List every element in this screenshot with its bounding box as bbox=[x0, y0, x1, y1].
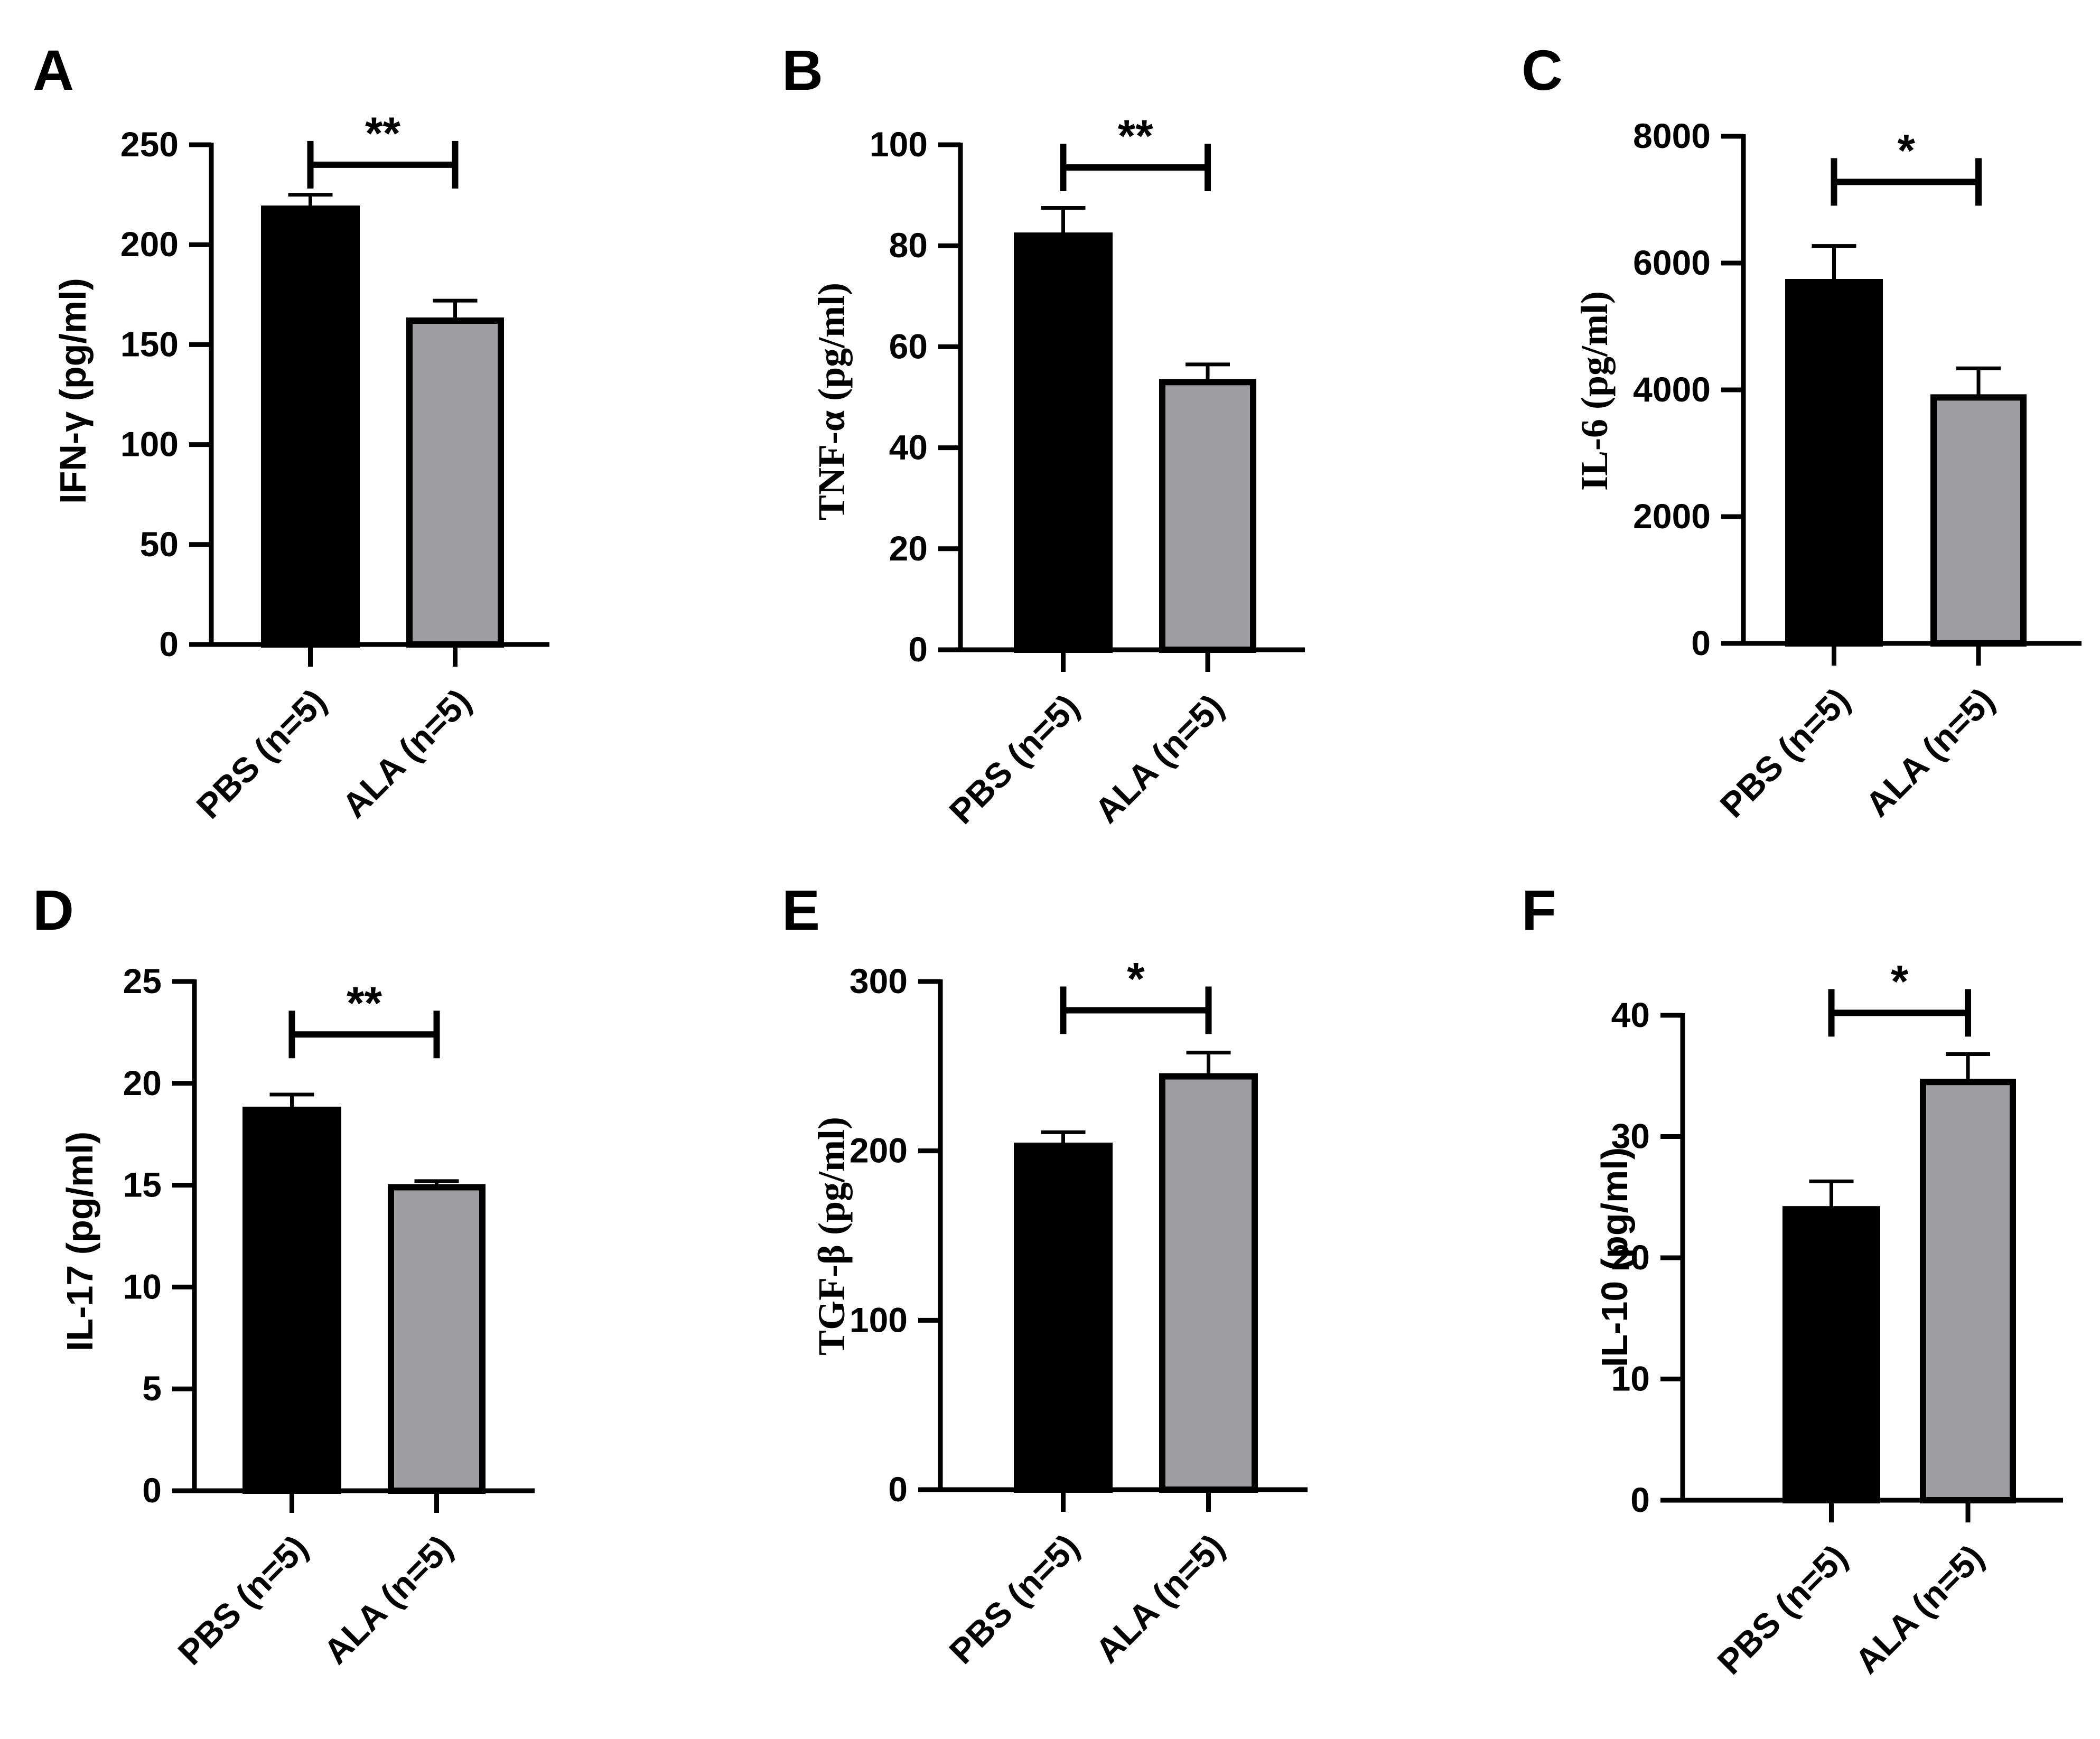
significance-marker: * bbox=[1891, 956, 1909, 1007]
y-tick-label: 200 bbox=[120, 225, 179, 264]
significance-marker: ** bbox=[1118, 111, 1153, 162]
bar-ala bbox=[1930, 394, 2027, 647]
bar-ala bbox=[1159, 1073, 1258, 1493]
panel-letter: B bbox=[782, 38, 823, 102]
y-axis-label: TGF-β (pg/ml) bbox=[810, 1117, 853, 1355]
y-axis-label: IFN-γ (pg/ml) bbox=[52, 278, 94, 504]
bar-pbs bbox=[1782, 1206, 1880, 1503]
y-tick-label: 150 bbox=[120, 324, 179, 363]
y-tick-label: 0 bbox=[1691, 623, 1711, 662]
y-tick-label: 20 bbox=[889, 529, 928, 568]
category-label-ala: ALA (n=5) bbox=[316, 1528, 460, 1671]
panel-b: B 0 20 40 60 80 100 TNF-α (pg/ml) PBS (n=5) ALA (… bbox=[782, 38, 1305, 831]
y-tick-label: 0 bbox=[908, 630, 928, 669]
y-tick-label: 0 bbox=[888, 1470, 908, 1509]
y-tick-label: 6000 bbox=[1633, 243, 1711, 282]
category-label-ala: ALA (n=5) bbox=[1088, 1527, 1231, 1670]
panel-f: F 0 10 20 30 40 IL-10 (pg/ml) PBS (n=5)ALA (n=5… bbox=[1522, 878, 2063, 1682]
y-tick-label: 100 bbox=[850, 1300, 908, 1339]
significance-marker: * bbox=[1127, 954, 1145, 1005]
panel-letter: C bbox=[1522, 38, 1563, 102]
y-tick-label: 80 bbox=[889, 226, 928, 265]
category-label-ala: ALA (n=5) bbox=[334, 681, 478, 825]
y-tick-label: 250 bbox=[120, 125, 179, 164]
y-tick-label: 0 bbox=[159, 624, 179, 663]
y-tick-label: 300 bbox=[850, 961, 908, 1001]
category-label-pbs: PBS (n=5) bbox=[1710, 1537, 1854, 1682]
y-tick-label: 50 bbox=[140, 525, 179, 564]
y-tick-label: 0 bbox=[1630, 1480, 1650, 1519]
panel-c: C 0 2000 4000 6000 8000 IL-6 (pg/ml) PBS (n=5) A… bbox=[1522, 38, 2082, 825]
y-tick-label: 20 bbox=[123, 1063, 162, 1102]
y-tick-label: 60 bbox=[889, 326, 928, 366]
y-tick-label: 2000 bbox=[1633, 497, 1711, 536]
category-label-pbs: PBS (n=5) bbox=[1712, 680, 1857, 825]
panel-letter: E bbox=[782, 878, 820, 942]
significance-marker: * bbox=[1898, 125, 1916, 176]
category-label-pbs: PBS (n=5) bbox=[189, 681, 333, 826]
y-tick-label: 40 bbox=[1611, 995, 1650, 1034]
category-label-pbs: PBS (n=5) bbox=[941, 687, 1086, 831]
bar-pbs bbox=[1014, 232, 1113, 653]
significance-marker: ** bbox=[347, 978, 382, 1029]
panel-a: A 0 50 100 150 200 250 IFN-γ (pg/ml) PBS (n=5) AL… bbox=[33, 38, 549, 826]
panel-letter: D bbox=[33, 878, 74, 942]
category-label-pbs: PBS (n=5) bbox=[170, 1528, 315, 1672]
bar-ala bbox=[1920, 1079, 2016, 1504]
significance-marker: ** bbox=[365, 108, 400, 159]
panel-d: D 0 5 10 15 20 25 IL-17 (pg/ml) PBS (n=5) ALA (n=… bbox=[33, 878, 535, 1672]
panel-letter: A bbox=[33, 38, 74, 102]
bar-ala bbox=[388, 1184, 486, 1494]
y-tick-label: 100 bbox=[870, 125, 928, 164]
y-axis-label: IL-10 (pg/ml) bbox=[1594, 1147, 1635, 1367]
panel-e: E 0 100 200 300 TGF-β (pg/ml) PBS (n=5) ALA (n=… bbox=[782, 878, 1308, 1671]
bar-ala bbox=[406, 317, 504, 648]
bar-pbs bbox=[1785, 279, 1883, 647]
y-tick-label: 10 bbox=[1611, 1359, 1650, 1398]
y-tick-label: 8000 bbox=[1633, 116, 1711, 155]
y-tick-label: 10 bbox=[123, 1267, 162, 1306]
y-tick-label: 40 bbox=[889, 428, 928, 467]
y-tick-label: 20 bbox=[1611, 1238, 1650, 1277]
bar-ala bbox=[1159, 379, 1256, 653]
y-tick-label: 30 bbox=[1611, 1117, 1650, 1156]
bar-pbs bbox=[261, 205, 360, 648]
y-tick-label: 5 bbox=[142, 1369, 162, 1408]
category-label-ala: ALA (n=5) bbox=[1087, 687, 1231, 830]
panel-letter: F bbox=[1522, 878, 1556, 942]
y-tick-label: 4000 bbox=[1633, 370, 1711, 409]
y-tick-label: 200 bbox=[850, 1131, 908, 1170]
bar-pbs bbox=[1014, 1143, 1113, 1493]
y-tick-label: 25 bbox=[123, 961, 162, 1001]
y-axis-label: IL-6 (pg/ml) bbox=[1573, 291, 1616, 491]
category-label-ala: ALA (n=5) bbox=[1847, 1537, 1991, 1681]
y-tick-label: 0 bbox=[142, 1471, 162, 1510]
category-label-pbs: PBS (n=5) bbox=[941, 1527, 1086, 1671]
bar-pbs bbox=[242, 1106, 341, 1494]
category-label-ala: ALA (n=5) bbox=[1858, 680, 2002, 824]
y-axis-label: TNF-α (pg/ml) bbox=[810, 283, 853, 520]
y-tick-label: 15 bbox=[123, 1165, 162, 1204]
y-axis-label: IL-17 (pg/ml) bbox=[59, 1132, 100, 1351]
y-tick-label: 100 bbox=[120, 425, 179, 464]
